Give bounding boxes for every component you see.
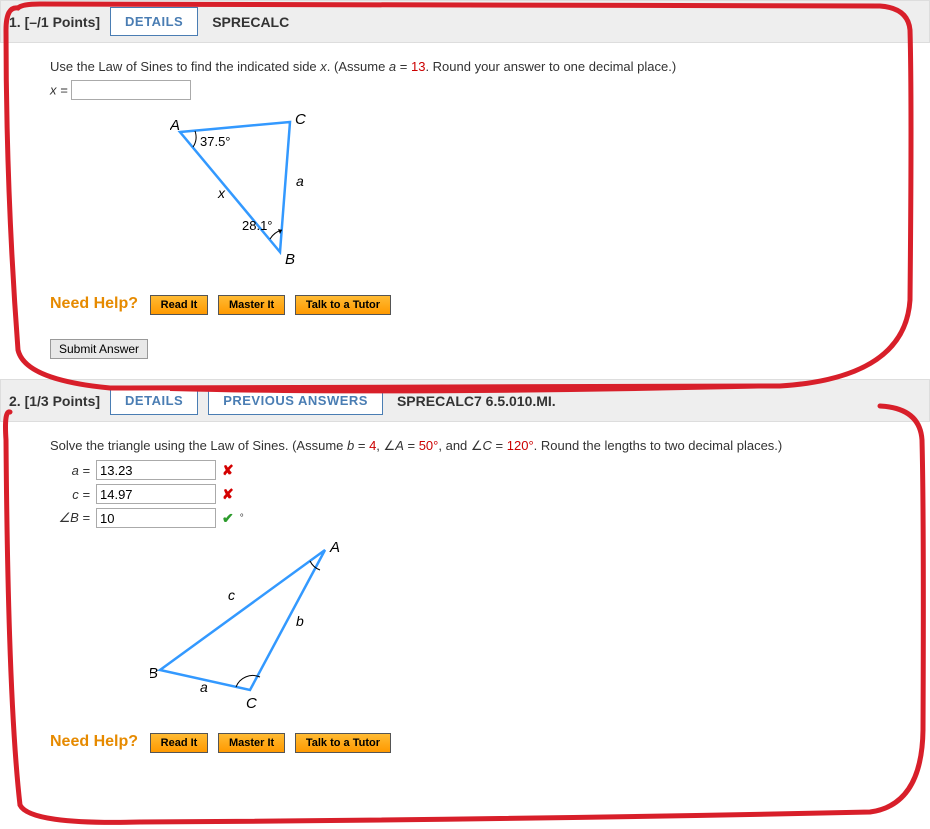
correct-icon: ✔ [222,510,234,527]
q1-triangle: A C B 37.5° 28.1° x a [170,112,920,275]
question-1: 1. [–/1 Points] DETAILS SPRECALC Use the… [0,0,930,359]
svg-text:b: b [296,613,304,629]
q2-prompt: Solve the triangle using the Law of Sine… [50,438,920,454]
previous-answers-button[interactable]: PREVIOUS ANSWERS [208,386,383,415]
q1-body: Use the Law of Sines to find the indicat… [0,43,930,325]
c-input[interactable] [96,484,216,504]
svg-text:x: x [217,185,226,201]
talk-tutor-button[interactable]: Talk to a Tutor [295,733,391,753]
read-it-button[interactable]: Read It [150,733,209,753]
need-help-label: Need Help? [50,295,138,312]
q2-B-row: ∠B = ✔ ° [50,508,920,528]
q2-a-row: a = ✘ [50,460,920,480]
a-label: a = [50,463,90,478]
read-it-button[interactable]: Read It [150,295,209,315]
svg-text:a: a [296,173,304,189]
submit-answer-button[interactable]: Submit Answer [50,339,148,359]
talk-tutor-button[interactable]: Talk to a Tutor [295,295,391,315]
svg-text:28.1°: 28.1° [242,218,273,233]
q1-x-row: x = [50,80,920,100]
svg-text:B: B [285,251,295,268]
angleB-label: ∠B = [50,510,90,526]
master-it-button[interactable]: Master It [218,295,285,315]
q2-triangle: B A C a b c [150,540,920,713]
q2-help-row: Need Help? Read It Master It Talk to a T… [50,733,920,753]
svg-text:c: c [228,587,235,603]
svg-text:A: A [170,117,180,134]
svg-text:C: C [246,695,257,710]
q1-header: 1. [–/1 Points] DETAILS SPRECALC [0,0,930,43]
details-button[interactable]: DETAILS [110,386,198,415]
q2-c-row: c = ✘ [50,484,920,504]
svg-text:a: a [200,679,208,695]
x-label: x = [50,83,68,98]
q1-number: 1. [–/1 Points] [9,14,100,30]
a-input[interactable] [96,460,216,480]
x-input[interactable] [71,80,191,100]
q1-help-row: Need Help? Read It Master It Talk to a T… [50,295,920,315]
wrong-icon: ✘ [222,486,234,503]
q2-ref: SPRECALC7 6.5.010.MI. [397,393,556,409]
svg-text:A: A [329,540,340,556]
degree-unit: ° [240,513,244,524]
q2-number: 2. [1/3 Points] [9,393,100,409]
q2-body: Solve the triangle using the Law of Sine… [0,422,930,763]
q1-ref: SPRECALC [212,14,289,30]
q1-prompt: Use the Law of Sines to find the indicat… [50,59,920,74]
q2-header: 2. [1/3 Points] DETAILS PREVIOUS ANSWERS… [0,379,930,422]
angleB-input[interactable] [96,508,216,528]
master-it-button[interactable]: Master It [218,733,285,753]
need-help-label: Need Help? [50,733,138,750]
svg-text:37.5°: 37.5° [200,134,231,149]
details-button[interactable]: DETAILS [110,7,198,36]
svg-text:C: C [295,112,306,128]
wrong-icon: ✘ [222,462,234,479]
question-2: 2. [1/3 Points] DETAILS PREVIOUS ANSWERS… [0,379,930,763]
c-label: c = [50,487,90,502]
svg-text:B: B [150,665,158,682]
